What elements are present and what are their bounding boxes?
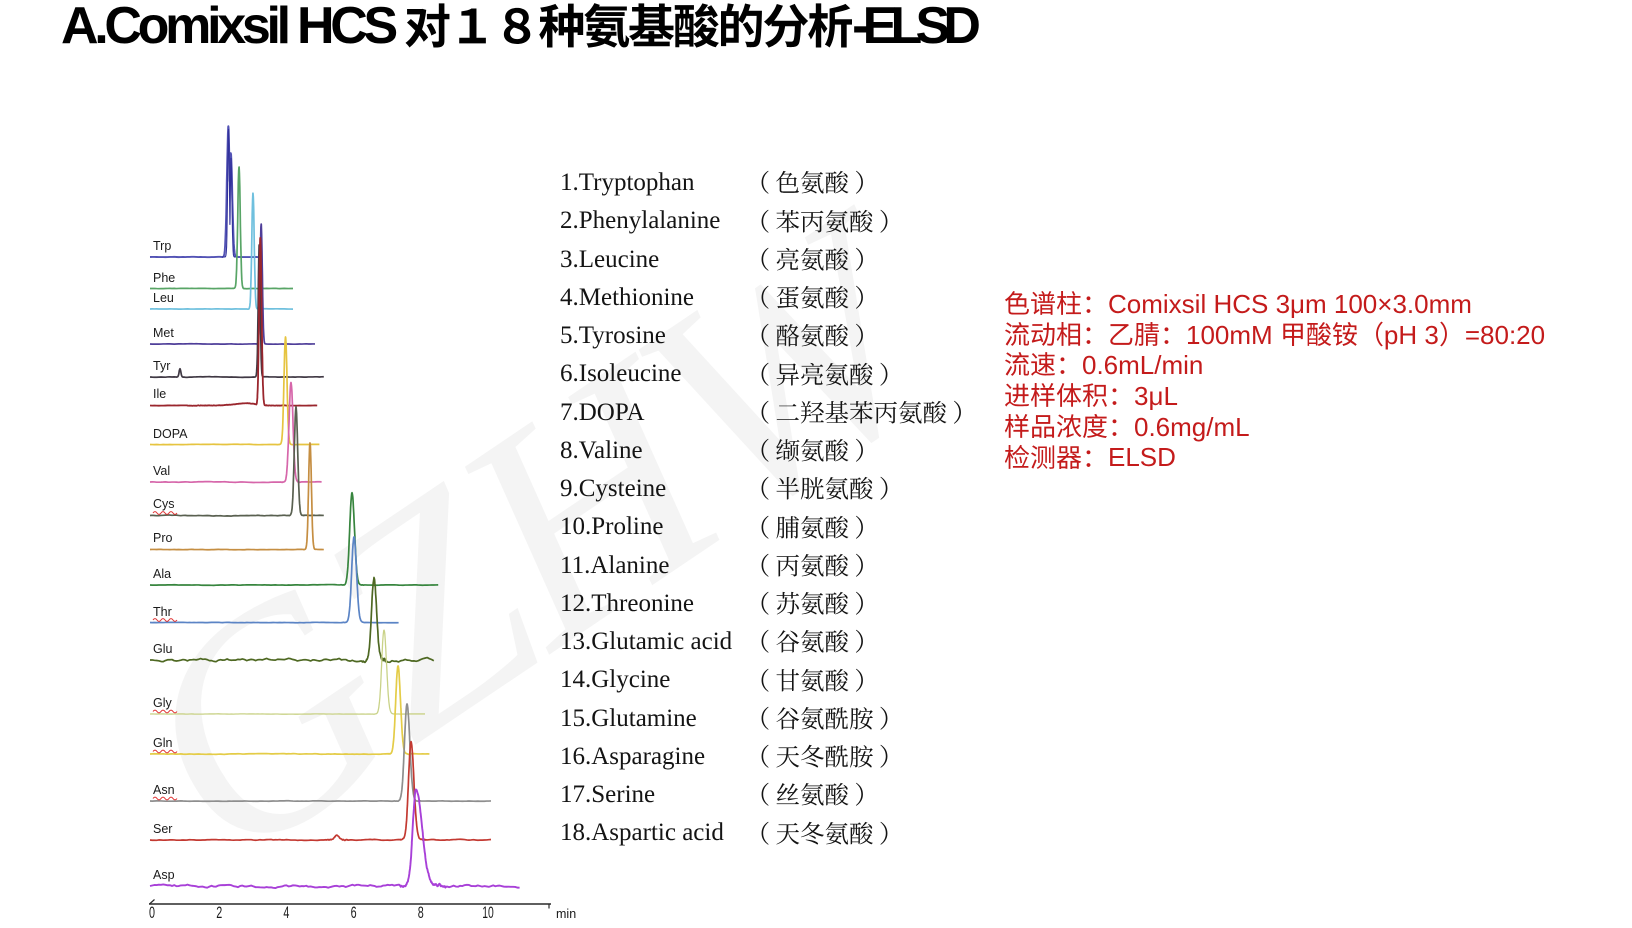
svg-text:8: 8: [418, 904, 424, 922]
svg-text:Met: Met: [153, 326, 174, 340]
svg-text:4: 4: [283, 904, 289, 922]
svg-text:0: 0: [149, 904, 155, 922]
svg-text:Gln: Gln: [153, 736, 173, 750]
svg-text:Asn: Asn: [153, 783, 175, 797]
svg-text:Ala: Ala: [153, 567, 171, 581]
svg-text:Pro: Pro: [153, 531, 173, 545]
svg-text:Glu: Glu: [153, 642, 173, 656]
svg-text:2: 2: [216, 904, 222, 922]
svg-text:Gly: Gly: [153, 696, 173, 710]
svg-text:Thr: Thr: [153, 605, 172, 619]
svg-text:Ile: Ile: [153, 387, 166, 401]
svg-text:Phe: Phe: [153, 271, 175, 285]
svg-text:Ser: Ser: [153, 822, 172, 836]
svg-text:6: 6: [351, 904, 357, 922]
svg-text:Cys: Cys: [153, 497, 175, 511]
svg-text:Val: Val: [153, 464, 170, 478]
svg-text:Leu: Leu: [153, 291, 174, 305]
svg-text:10: 10: [482, 904, 494, 922]
svg-text:DOPA: DOPA: [153, 427, 188, 441]
svg-text:Tyr: Tyr: [153, 359, 170, 373]
svg-text:Asp: Asp: [153, 868, 175, 882]
svg-text:min: min: [556, 907, 576, 921]
svg-text:Trp: Trp: [153, 239, 171, 253]
